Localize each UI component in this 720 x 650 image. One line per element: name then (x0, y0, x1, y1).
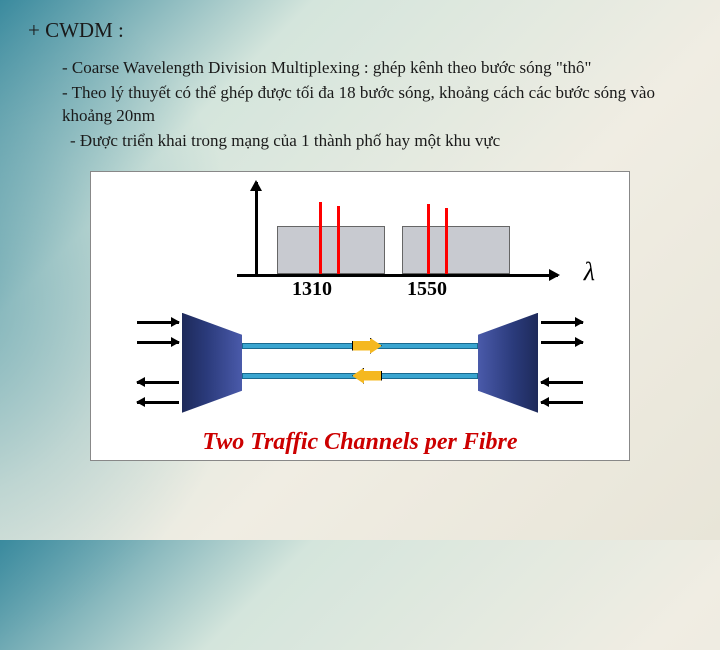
x-axis (237, 274, 558, 277)
mux-right (478, 313, 538, 413)
slide-content: + CWDM : - Coarse Wavelength Division Mu… (0, 0, 720, 479)
diagram: λ 1310 1550 Two Traffic Channels per Fib… (90, 171, 630, 461)
spectrum-peak (427, 204, 430, 274)
mux-diagram (107, 303, 613, 423)
spectrum-peak (445, 208, 448, 274)
bullet-3: - Được triển khai trong mạng của 1 thành… (28, 130, 692, 153)
spectrum-chart: λ 1310 1550 (107, 180, 613, 295)
tick-label: 1550 (407, 278, 447, 301)
diagram-caption: Two Traffic Channels per Fibre (97, 429, 623, 456)
input-arrow-icon (137, 341, 179, 344)
input-arrow-icon (541, 401, 583, 404)
heading: + CWDM : (28, 18, 692, 43)
bullet-1: - Coarse Wavelength Division Multiplexin… (28, 57, 692, 80)
output-arrow-icon (541, 321, 583, 324)
input-arrow-icon (137, 321, 179, 324)
output-arrow-icon (541, 341, 583, 344)
spectrum-band (277, 226, 385, 274)
output-arrow-icon (137, 381, 179, 384)
output-arrow-icon (137, 401, 179, 404)
direction-arrow-left-icon (352, 368, 382, 384)
spectrum-band (402, 226, 510, 274)
spectrum-peak (319, 202, 322, 274)
direction-arrow-right-icon (352, 338, 382, 354)
tick-label: 1310 (292, 278, 332, 301)
y-axis (255, 182, 258, 277)
mux-left (182, 313, 242, 413)
spectrum-peak (337, 206, 340, 274)
bullet-2: - Theo lý thuyết có thể ghép được tối đa… (28, 82, 692, 128)
input-arrow-icon (541, 381, 583, 384)
lambda-label: λ (584, 257, 595, 287)
